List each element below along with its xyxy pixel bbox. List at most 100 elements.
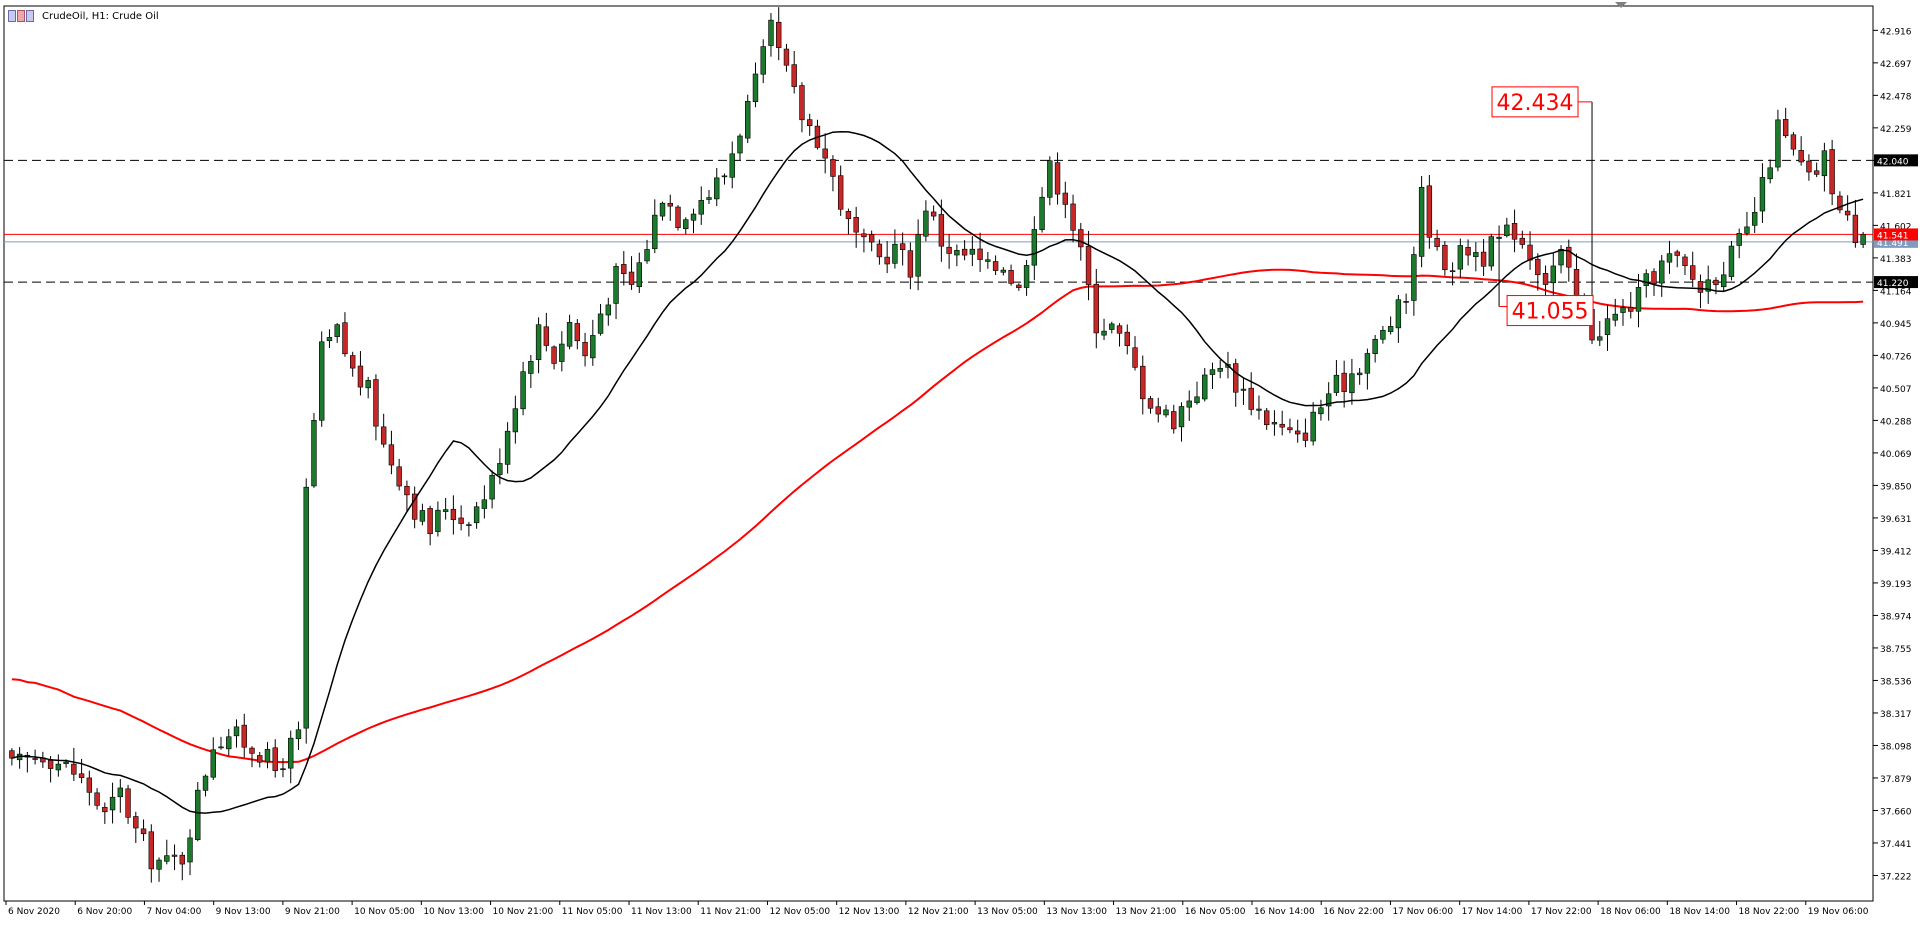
candle-body <box>1070 203 1076 231</box>
candle-body <box>543 326 550 346</box>
candle-body <box>1325 393 1332 407</box>
candle <box>543 312 550 352</box>
candle-body <box>559 343 565 362</box>
y-tick-label: 39.412 <box>1880 547 1912 557</box>
candle <box>1054 152 1061 205</box>
candle <box>605 297 612 326</box>
x-tick-label: 9 Nov 21:00 <box>285 907 340 917</box>
candle-body <box>1279 423 1285 428</box>
candle-body <box>1597 336 1603 341</box>
candle <box>102 802 108 824</box>
candle-body <box>1736 233 1742 246</box>
candle <box>1690 251 1696 288</box>
candle-body <box>1666 253 1673 263</box>
candle-body <box>1364 353 1371 374</box>
candle <box>1496 225 1502 307</box>
candle <box>233 719 240 748</box>
candle <box>427 505 433 546</box>
candle <box>659 201 666 221</box>
candle-body <box>280 768 286 771</box>
callout-label: 41.055 <box>1512 300 1589 325</box>
candle <box>551 345 557 370</box>
candle-body <box>1294 430 1301 435</box>
candle <box>1782 107 1789 139</box>
candle-body <box>683 219 689 229</box>
candle-body <box>466 524 472 526</box>
candle-body <box>148 831 154 870</box>
candle-body <box>326 337 333 342</box>
candle-body <box>938 214 945 247</box>
candle <box>1008 264 1014 286</box>
candle <box>295 721 302 750</box>
candle <box>396 458 402 491</box>
candle-body <box>1163 409 1169 416</box>
candle-body <box>946 246 952 254</box>
candle <box>1837 191 1843 214</box>
candle-body <box>1263 410 1270 426</box>
candle <box>752 62 759 108</box>
candle-body <box>1604 318 1611 335</box>
candle-body <box>1178 406 1185 428</box>
candle-body <box>915 234 921 277</box>
candle-body <box>992 261 999 271</box>
candle-body <box>450 508 457 521</box>
candle-body <box>1829 149 1835 195</box>
candle <box>1449 262 1456 286</box>
candle-body <box>71 763 77 775</box>
candle <box>210 737 216 780</box>
candle-body <box>876 243 883 258</box>
candle-body <box>419 510 426 522</box>
candle-body <box>1628 307 1634 312</box>
candle <box>1643 269 1649 298</box>
candle-body <box>171 854 178 857</box>
slow-ma-line <box>11 268 1864 764</box>
candle-body <box>628 271 635 285</box>
candle <box>892 229 898 269</box>
candle <box>148 824 154 883</box>
candle <box>226 728 232 756</box>
y-tick-label: 42.259 <box>1880 125 1912 135</box>
candle-body <box>1566 246 1572 268</box>
candle-body <box>698 200 704 215</box>
candle <box>1263 407 1270 430</box>
candle <box>845 208 852 235</box>
candle <box>1604 304 1611 351</box>
candle-body <box>1844 210 1851 216</box>
candle <box>628 256 635 290</box>
candle-body <box>319 341 325 421</box>
candle <box>171 844 178 871</box>
candle <box>1651 268 1657 296</box>
candle-body <box>636 262 642 288</box>
candle <box>272 739 278 778</box>
candle <box>1860 231 1866 249</box>
candle-body <box>117 787 124 798</box>
candle-body <box>1728 245 1735 277</box>
candle-body <box>969 248 976 255</box>
candle-body <box>1248 387 1254 410</box>
candle <box>930 205 937 221</box>
candle-body <box>597 313 604 334</box>
candle <box>1171 404 1177 434</box>
candle <box>520 361 526 416</box>
candle-body <box>63 761 69 764</box>
candle-body <box>1635 287 1642 312</box>
candle-body <box>1202 374 1208 400</box>
candle-body <box>1287 427 1293 431</box>
candle-body <box>373 379 379 427</box>
y-tick-label: 40.945 <box>1880 320 1912 330</box>
candle-body <box>55 763 62 771</box>
x-tick-label: 13 Nov 05:00 <box>977 907 1038 917</box>
candle-body <box>249 747 255 754</box>
candle <box>954 244 960 267</box>
candle-body <box>86 777 93 793</box>
y-tick-label: 37.879 <box>1880 775 1912 785</box>
y-tick-label: 41.164 <box>1880 287 1912 297</box>
candle-body <box>1690 265 1696 280</box>
candle <box>923 200 929 242</box>
x-tick-label: 12 Nov 13:00 <box>839 907 900 917</box>
candle-body <box>1116 325 1123 334</box>
candle <box>1542 265 1549 298</box>
candle <box>1682 254 1688 275</box>
